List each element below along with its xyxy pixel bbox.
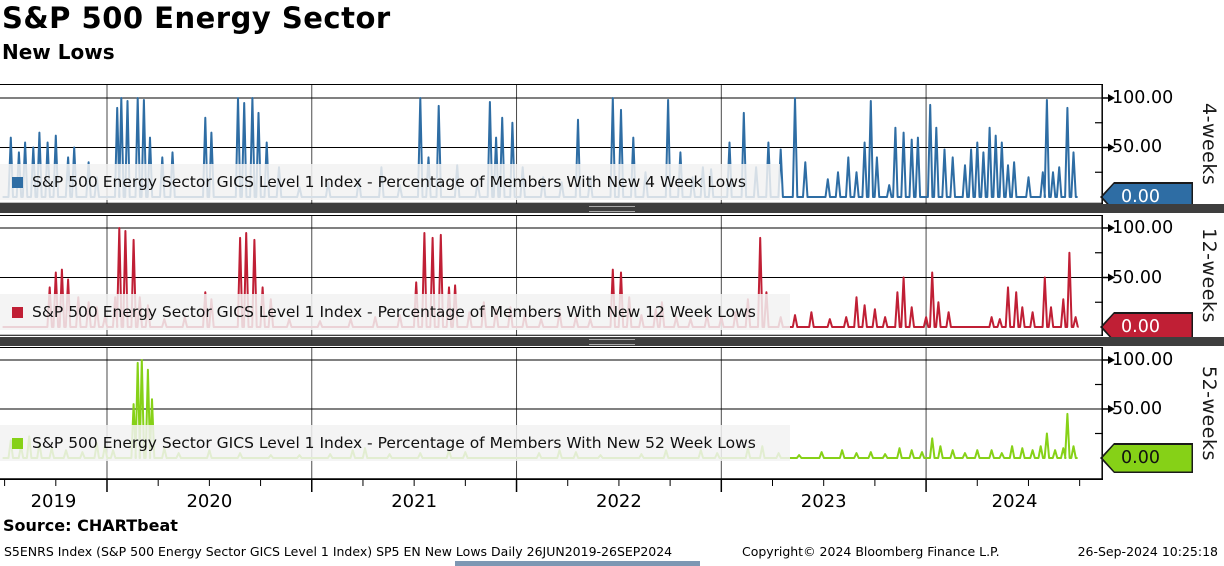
tag-value: 0.00: [1121, 317, 1160, 337]
tag-value: 0.00: [1121, 448, 1160, 468]
footer-ticker-text: S5ENRS Index (S&P 500 Energy Sector GICS…: [4, 544, 673, 559]
x-axis: 2019 2020 2021 2022 2023 2024: [0, 479, 1224, 515]
year-label-2022: 2022: [596, 491, 642, 512]
ytick-100: 100.00: [1112, 350, 1174, 370]
year-label-2019: 2019: [30, 491, 77, 512]
axis-label-12-weeks: 12-weeks: [1198, 228, 1220, 323]
legend-52-weeks[interactable]: S&P 500 Energy Sector GICS Level 1 Index…: [0, 425, 790, 461]
tag-fill: [1102, 313, 1192, 341]
legend-swatch-icon: [12, 438, 23, 449]
legend-label-12-weeks: S&P 500 Energy Sector GICS Level 1 Index…: [32, 303, 756, 321]
year-label-2024: 2024: [991, 491, 1038, 512]
legend-label-52-weeks: S&P 500 Energy Sector GICS Level 1 Index…: [32, 434, 756, 452]
year-label-2020: 2020: [186, 491, 233, 512]
page-subtitle: New Lows: [2, 39, 115, 64]
footer-copyright: Copyright© 2024 Bloomberg Finance L.P.: [742, 544, 1000, 559]
ytick-100: 100.00: [1112, 88, 1174, 108]
page-title: S&P 500 Energy Sector: [2, 1, 391, 35]
source-line: Source: CHARTbeat: [3, 516, 178, 535]
last-value-tag-52-weeks: 0.00: [1100, 443, 1193, 473]
legend-label-4-weeks: S&P 500 Energy Sector GICS Level 1 Index…: [32, 173, 746, 191]
ytick-100: 100.00: [1112, 218, 1174, 238]
legend-4-weeks[interactable]: S&P 500 Energy Sector GICS Level 1 Index…: [0, 164, 780, 200]
year-label-2023: 2023: [800, 491, 847, 512]
legend-12-weeks[interactable]: S&P 500 Energy Sector GICS Level 1 Index…: [0, 294, 790, 330]
splitter-grip-icon: [589, 206, 635, 212]
tag-fill: [1102, 444, 1192, 472]
year-label-2021: 2021: [391, 491, 438, 512]
panel-4-weeks: S&P 500 Energy Sector GICS Level 1 Index…: [0, 84, 1224, 212]
ytick-50: 50.00: [1112, 268, 1163, 288]
scrollbar-thumb[interactable]: [455, 561, 700, 566]
legend-swatch-icon: [12, 307, 23, 318]
legend-swatch-icon: [12, 177, 23, 188]
x-axis-ticks: [4, 480, 1081, 492]
splitter-grip-icon: [589, 339, 635, 345]
tag-value: 0.00: [1121, 187, 1160, 207]
footer-timestamp: 26-Sep-2024 10:25:18: [1077, 544, 1218, 559]
ytick-50: 50.00: [1112, 399, 1163, 419]
axis-label-4-weeks: 4-weeks: [1198, 102, 1220, 186]
chart-header: S&P 500 Energy Sector New Lows: [2, 0, 391, 64]
ytick-50: 50.00: [1112, 137, 1163, 157]
axis-label-52-weeks: 52-weeks: [1198, 366, 1220, 461]
plot-52-weeks: [0, 347, 1115, 480]
panel-splitter[interactable]: [0, 204, 1224, 213]
panel-52-weeks: S&P 500 Energy Sector GICS Level 1 Index…: [0, 347, 1224, 480]
panel-12-weeks: S&P 500 Energy Sector GICS Level 1 Index…: [0, 215, 1224, 342]
panel-splitter[interactable]: [0, 337, 1224, 346]
